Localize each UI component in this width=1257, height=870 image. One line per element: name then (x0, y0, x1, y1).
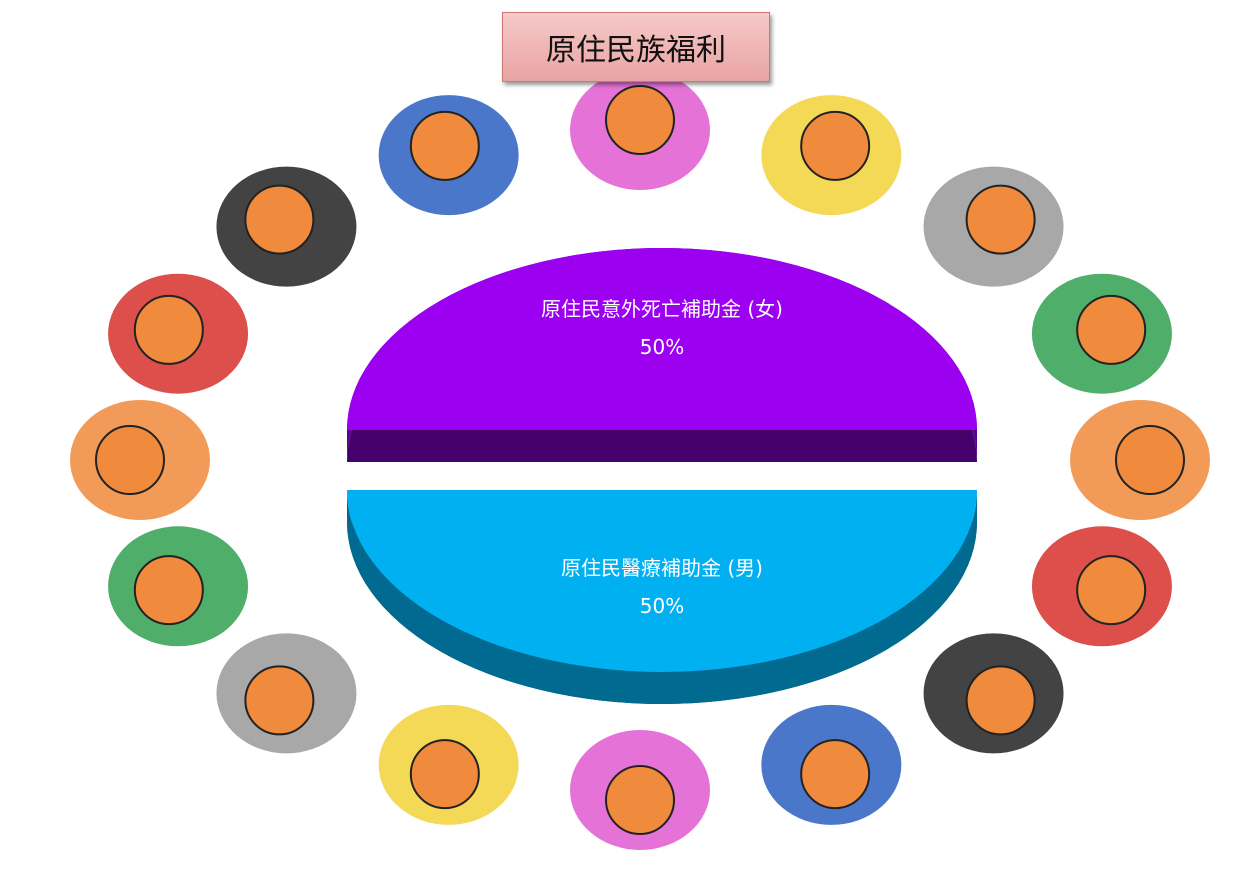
background-illustration (70, 70, 1210, 850)
figure-head (965, 665, 1036, 736)
figure-head (133, 294, 204, 365)
pie-slice (347, 248, 977, 462)
category-label: 原住民醫療補助金 (男) (561, 555, 763, 580)
slice-top (347, 248, 977, 430)
slice-label: 原住民意外死亡補助金 (女) 50% (537, 290, 787, 366)
value-label: 50% (639, 593, 685, 618)
figure-head (1115, 425, 1185, 495)
figure-head (605, 765, 675, 835)
pie-slice (347, 490, 977, 704)
slice-wall (347, 490, 977, 704)
figure-head (800, 739, 871, 810)
figure-head (1076, 555, 1147, 626)
figure-head (409, 110, 480, 181)
slice-top (347, 490, 977, 672)
figure-head (133, 555, 204, 626)
figure-head (244, 184, 315, 255)
value-label: 50% (639, 335, 685, 360)
figure-head (95, 425, 165, 495)
figure-head (409, 739, 480, 810)
category-label: 原住民意外死亡補助金 (女) (541, 297, 783, 322)
figure-head (800, 110, 871, 181)
figure-head (1076, 294, 1147, 365)
slice-label: 原住民醫療補助金 (男) 50% (537, 549, 787, 625)
figure-head (605, 85, 675, 155)
figure-head (244, 665, 315, 736)
figure-head (965, 184, 1036, 255)
chart-title: 原住民族福利 (502, 12, 770, 82)
